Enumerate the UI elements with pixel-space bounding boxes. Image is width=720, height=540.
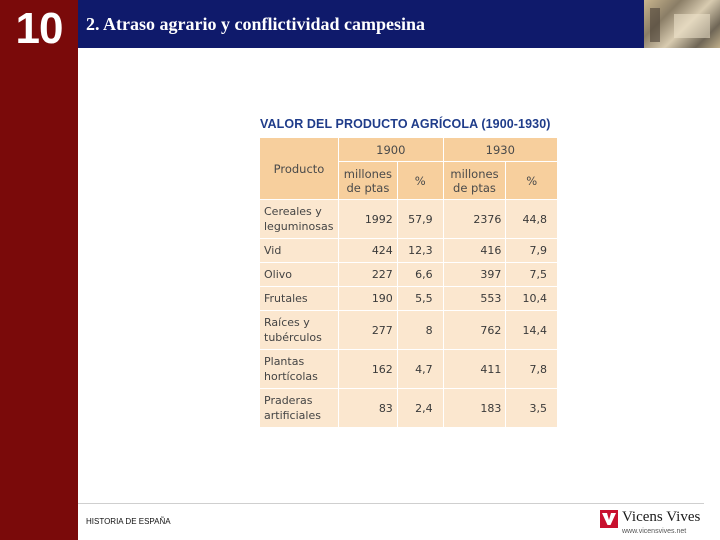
cell-percent-1900: 6,6 [396,262,444,287]
cell-percent-1930: 7,8 [505,349,558,389]
subheader-millions-1900: millones de ptas [337,161,398,200]
table-title: VALOR DEL PRODUCTO AGRÍCOLA (1900-1930) [260,117,551,131]
table-row: Olivo 227 6,6 397 7,5 [259,262,558,287]
subheader-percent-1930: % [505,161,558,200]
logo-url: www.vicensvives.net [622,528,687,535]
cell-percent-1900: 12,3 [396,238,444,263]
cell-percent-1930: 14,4 [505,310,558,350]
header-product: Producto [259,137,339,200]
row-product: Cereales y leguminosas [259,199,339,239]
cell-millions-1930: 183 [442,388,507,428]
slide-title: 2. Atraso agrario y conflictividad campe… [86,14,425,34]
cell-percent-1930: 3,5 [505,388,558,428]
cell-millions-1930: 411 [442,349,507,389]
row-product: Vid [259,238,339,263]
logo-v-icon [600,510,618,528]
footer-text: HISTORIA DE ESPAÑA [86,517,171,526]
header-year-1900: 1900 [337,137,444,162]
cell-percent-1900: 4,7 [396,349,444,389]
vicens-vives-logo: Vicens Vives www.vicensvives.net [600,508,710,538]
cell-millions-1900: 277 [337,310,398,350]
cell-percent-1930: 10,4 [505,286,558,311]
cell-percent-1900: 57,9 [396,199,444,239]
cell-millions-1900: 227 [337,262,398,287]
cell-percent-1930: 7,9 [505,238,558,263]
chapter-sidebar: 10 [0,0,78,540]
subheader-millions-1930: millones de ptas [442,161,507,200]
row-product: Olivo [259,262,339,287]
header-photo [644,0,720,48]
row-product: Plantas hortícolas [259,349,339,389]
table-row: Plantas hortícolas 162 4,7 411 7,8 [259,349,558,389]
cell-millions-1900: 424 [337,238,398,263]
cell-millions-1900: 83 [337,388,398,428]
table-row: Frutales 190 5,5 553 10,4 [259,286,558,311]
cell-millions-1930: 762 [442,310,507,350]
table-row: Vid 424 12,3 416 7,9 [259,238,558,263]
table-row: Raíces y tubérculos 277 8 762 14,4 [259,310,558,350]
cell-millions-1900: 190 [337,286,398,311]
agricultural-value-table: Producto 1900 1930 millones de ptas % mi… [259,137,559,428]
cell-millions-1930: 397 [442,262,507,287]
cell-percent-1900: 2,4 [396,388,444,428]
cell-percent-1900: 8 [396,310,444,350]
row-product: Raíces y tubérculos [259,310,339,350]
header-bar: 2. Atraso agrario y conflictividad campe… [78,0,720,48]
cell-millions-1930: 2376 [442,199,507,239]
cell-percent-1930: 7,5 [505,262,558,287]
table-row: Cereales y leguminosas 1992 57,9 2376 44… [259,199,558,239]
cell-millions-1900: 1992 [337,199,398,239]
row-product: Frutales [259,286,339,311]
footer-divider [78,503,704,504]
chapter-number: 10 [15,4,64,53]
header-year-1930: 1930 [442,137,559,162]
cell-millions-1930: 553 [442,286,507,311]
cell-millions-1900: 162 [337,349,398,389]
subheader-percent-1900: % [396,161,444,200]
table-row: Praderas artificiales 83 2,4 183 3,5 [259,388,558,428]
cell-percent-1930: 44,8 [505,199,558,239]
cell-millions-1930: 416 [442,238,507,263]
row-product: Praderas artificiales [259,388,339,428]
cell-percent-1900: 5,5 [396,286,444,311]
logo-name: Vicens Vives [622,509,701,525]
